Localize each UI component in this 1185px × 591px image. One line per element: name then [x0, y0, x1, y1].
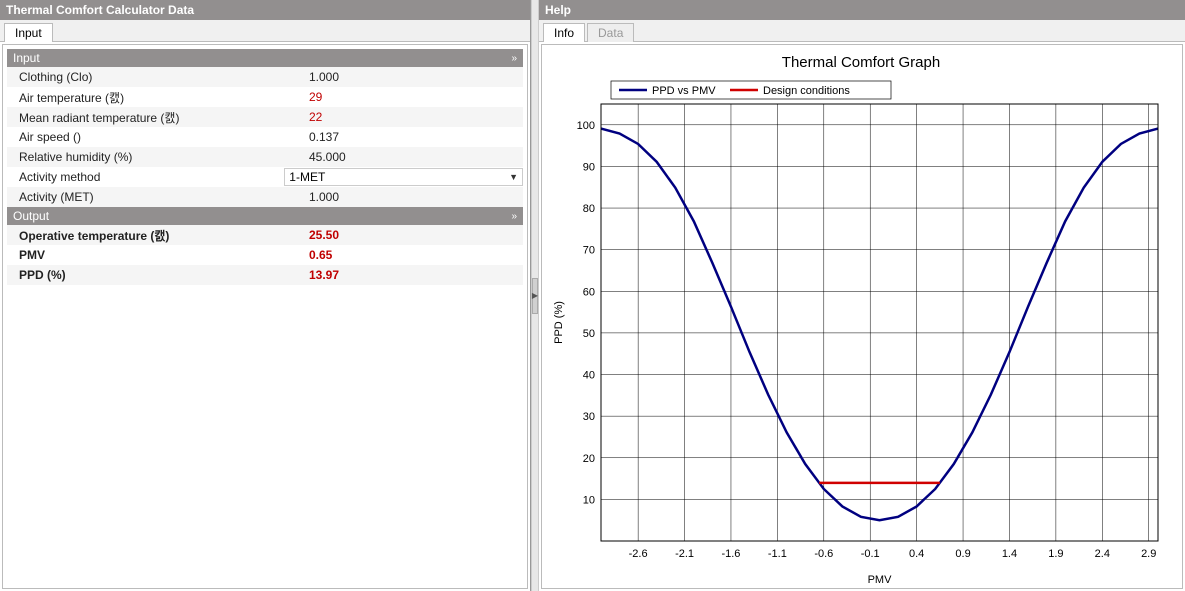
- output-row: PPD (%)13.97: [7, 265, 523, 285]
- output-row-value: 0.65: [309, 248, 332, 262]
- tab-info[interactable]: Info: [543, 23, 585, 42]
- section-header-output-label: Output: [13, 209, 49, 223]
- svg-text:-2.1: -2.1: [675, 548, 694, 560]
- input-row-label: Mean radiant temperature (캜): [19, 109, 309, 126]
- chevron-down-icon: ▼: [509, 172, 518, 182]
- output-row-label: Operative temperature (캜): [19, 227, 309, 244]
- input-row: Relative humidity (%)45.000: [7, 147, 523, 167]
- input-row-label: Relative humidity (%): [19, 150, 309, 164]
- right-panel-title: Help: [539, 0, 1185, 20]
- input-row-label: Air temperature (캜): [19, 89, 309, 106]
- svg-text:80: 80: [583, 203, 595, 215]
- svg-text:70: 70: [583, 245, 595, 257]
- splitter[interactable]: ▶: [531, 0, 539, 591]
- svg-text:-1.1: -1.1: [768, 548, 787, 560]
- input-row-value[interactable]: 1.000: [309, 190, 339, 204]
- input-row: Activity (MET)1.000: [7, 187, 523, 207]
- chart-container: Thermal Comfort Graph PPD vs PMV Design co…: [546, 49, 1178, 584]
- svg-text:-2.6: -2.6: [629, 548, 648, 560]
- input-row-label: Air speed (): [19, 130, 309, 144]
- svg-text:-0.1: -0.1: [861, 548, 880, 560]
- svg-text:40: 40: [583, 370, 595, 382]
- right-panel: Help Info Data Thermal Comfort Graph PPD …: [539, 0, 1185, 591]
- svg-text:1.4: 1.4: [1002, 548, 1017, 560]
- svg-text:PMV: PMV: [868, 574, 893, 586]
- input-row-value[interactable]: 45.000: [309, 150, 346, 164]
- output-row: Operative temperature (캜)25.50: [7, 225, 523, 245]
- output-rows-container: Operative temperature (캜)25.50PMV0.65PPD…: [7, 225, 523, 285]
- svg-text:1.9: 1.9: [1048, 548, 1063, 560]
- output-row: PMV0.65: [7, 245, 523, 265]
- svg-text:60: 60: [583, 286, 595, 298]
- right-tab-bar: Info Data: [539, 20, 1185, 42]
- output-row-value: 25.50: [309, 228, 339, 242]
- input-row-label: Activity (MET): [19, 190, 309, 204]
- input-row: Activity method 1-MET ▼: [7, 167, 523, 187]
- tab-data[interactable]: Data: [587, 23, 634, 42]
- input-rows-container: Clothing (Clo)1.000Air temperature (캜)29…: [7, 67, 523, 207]
- output-row-value: 13.97: [309, 268, 339, 282]
- svg-text:PPD vs PMV: PPD vs PMV: [652, 85, 716, 97]
- left-panel-body: Input » Clothing (Clo)1.000Air temperatu…: [2, 44, 528, 589]
- input-row: Mean radiant temperature (캜)22: [7, 107, 523, 127]
- dropdown-value: 1-MET: [289, 170, 325, 184]
- input-row: Air temperature (캜)29: [7, 87, 523, 107]
- input-row-label: Activity method: [19, 170, 284, 184]
- input-row-value[interactable]: 0.137: [309, 130, 339, 144]
- svg-text:-1.6: -1.6: [721, 548, 740, 560]
- svg-text:10: 10: [583, 494, 595, 506]
- input-row-value[interactable]: 29: [309, 90, 322, 104]
- left-panel-title: Thermal Comfort Calculator Data: [0, 0, 530, 20]
- svg-text:2.4: 2.4: [1095, 548, 1110, 560]
- svg-text:0.9: 0.9: [955, 548, 970, 560]
- thermal-comfort-chart: Thermal Comfort Graph PPD vs PMV Design co…: [546, 49, 1176, 589]
- chevron-icon: »: [511, 211, 517, 222]
- section-header-output[interactable]: Output »: [7, 207, 523, 225]
- svg-text:20: 20: [583, 453, 595, 465]
- input-row: Clothing (Clo)1.000: [7, 67, 523, 87]
- svg-text:50: 50: [583, 328, 595, 340]
- svg-text:-0.6: -0.6: [814, 548, 833, 560]
- chevron-icon: »: [511, 53, 517, 64]
- tab-input[interactable]: Input: [4, 23, 53, 42]
- section-header-input-label: Input: [13, 51, 40, 65]
- input-row-label: Clothing (Clo): [19, 70, 309, 84]
- output-row-label: PMV: [19, 248, 309, 262]
- svg-text:90: 90: [583, 161, 595, 173]
- svg-text:30: 30: [583, 411, 595, 423]
- svg-text:100: 100: [577, 120, 595, 132]
- left-panel: Thermal Comfort Calculator Data Input In…: [0, 0, 531, 591]
- svg-text:PPD (%): PPD (%): [553, 301, 565, 344]
- right-panel-body: Thermal Comfort Graph PPD vs PMV Design co…: [541, 44, 1183, 589]
- section-header-input[interactable]: Input »: [7, 49, 523, 67]
- activity-method-dropdown[interactable]: 1-MET ▼: [284, 168, 523, 186]
- svg-text:Thermal Comfort Graph: Thermal Comfort Graph: [782, 54, 940, 71]
- svg-text:2.9: 2.9: [1141, 548, 1156, 560]
- output-row-label: PPD (%): [19, 268, 309, 282]
- left-tab-bar: Input: [0, 20, 530, 42]
- input-row-value[interactable]: 1.000: [309, 70, 339, 84]
- input-row: Air speed ()0.137: [7, 127, 523, 147]
- svg-text:0.4: 0.4: [909, 548, 924, 560]
- splitter-grip-icon: ▶: [532, 278, 538, 314]
- svg-text:Design conditions: Design conditions: [763, 85, 850, 97]
- input-row-value[interactable]: 22: [309, 110, 322, 124]
